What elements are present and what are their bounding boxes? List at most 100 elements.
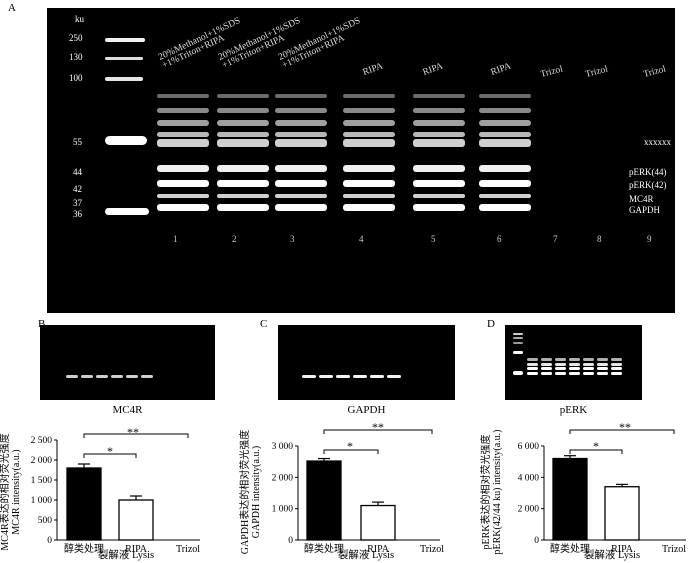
band-label-perk44: pERK(44) xyxy=(629,167,667,177)
blot-band xyxy=(583,372,594,375)
y-tick-label: 2 000 xyxy=(518,505,540,515)
x-tick-label: 醇类处理 xyxy=(550,542,590,555)
ladder-band xyxy=(513,342,523,344)
panel-d-sig2: ** xyxy=(619,420,631,434)
blot-band xyxy=(387,375,401,378)
blot-band xyxy=(541,367,552,370)
ladder-44: 44 xyxy=(73,167,82,177)
gel-band xyxy=(479,139,531,147)
blot-band xyxy=(569,358,580,361)
x-tick-label: RIPA xyxy=(125,544,148,555)
gel-band xyxy=(413,180,465,187)
panel-b-ylabel-en: MC4R intensity(a.u.) xyxy=(11,449,22,534)
gel-band xyxy=(157,132,209,137)
gel-band xyxy=(343,132,395,137)
blot-band xyxy=(141,375,153,378)
gel-band xyxy=(479,108,531,113)
gel-band xyxy=(157,139,209,147)
panel-c-letter: C xyxy=(260,318,268,330)
blot-band xyxy=(111,375,123,378)
gel-band xyxy=(413,204,465,211)
gel-band xyxy=(217,180,269,187)
gel-band xyxy=(479,132,531,137)
panel-a-letter: A xyxy=(8,2,16,14)
blot-band xyxy=(597,367,608,370)
panel-d-ylabel-cn: pERK表达的相对荧光强度 xyxy=(479,435,492,550)
blot-band xyxy=(611,363,622,366)
gel-band xyxy=(157,94,209,98)
gel-band xyxy=(479,204,531,211)
panel-b-ylabel-cn: MC4R表达的相对荧光强度 xyxy=(0,433,11,550)
blot-band xyxy=(597,363,608,366)
gel-band xyxy=(217,204,269,211)
panel-d-blot-caption: pERK xyxy=(559,404,588,416)
blot-band xyxy=(527,363,538,366)
y-tick-label: 1 500 xyxy=(31,476,53,486)
blot-band xyxy=(336,375,350,378)
bar xyxy=(306,460,342,541)
gel-band xyxy=(343,180,395,187)
bar xyxy=(360,504,396,541)
blot-band xyxy=(126,375,138,378)
gel-band xyxy=(217,94,269,98)
blot-band xyxy=(611,358,622,361)
gel-band xyxy=(343,94,395,98)
panel-c-ylabel-en: GAPDH intensity(a.u.) xyxy=(251,446,262,539)
blot-band xyxy=(555,367,566,370)
gel-band xyxy=(275,94,327,98)
panel-d-letter: D xyxy=(487,318,495,330)
band-label-xxxxxx: xxxxxx xyxy=(644,137,671,147)
gel-band xyxy=(343,108,395,113)
blot-band xyxy=(66,375,78,378)
gel-band xyxy=(275,120,327,126)
y-tick-label: 2 000 xyxy=(31,456,53,466)
x-tick-label: RIPA xyxy=(611,544,634,555)
ladder-band xyxy=(513,333,523,335)
x-tick-label: Trizol xyxy=(176,544,200,555)
lane-7-condition: Trizol xyxy=(539,64,565,80)
ladder-band xyxy=(105,208,149,215)
x-tick-label: RIPA xyxy=(367,544,390,555)
panel-d-sig1: * xyxy=(593,439,599,453)
blot-band xyxy=(370,375,384,378)
lane-number: 6 xyxy=(497,234,502,244)
gel-band xyxy=(343,204,395,211)
gel-band xyxy=(343,165,395,172)
panel-c-gel xyxy=(278,325,455,400)
blot-band xyxy=(555,358,566,361)
gel-band xyxy=(413,108,465,113)
y-tick-label: 0 xyxy=(47,536,52,546)
panel-b-sig1: * xyxy=(107,444,113,458)
gel-band xyxy=(217,194,269,198)
lane-number: 7 xyxy=(553,234,558,244)
blot-band xyxy=(81,375,93,378)
y-tick-label: 1 000 xyxy=(272,505,294,515)
blot-band xyxy=(541,358,552,361)
ladder-130: 130 xyxy=(69,52,83,62)
gel-band xyxy=(413,120,465,126)
panel-d-xlabel: 裂解液 Lysis xyxy=(584,548,640,561)
y-tick-label: 1 000 xyxy=(31,496,53,506)
blot-band xyxy=(597,358,608,361)
ladder-band xyxy=(105,77,143,81)
gel-band xyxy=(157,120,209,126)
gel-band xyxy=(157,165,209,172)
blot-band xyxy=(569,363,580,366)
significance-bracket xyxy=(569,449,623,454)
blot-band xyxy=(583,358,594,361)
blot-band xyxy=(527,358,538,361)
panel-c-sig2: ** xyxy=(372,420,384,434)
gel-band xyxy=(413,194,465,198)
gel-band xyxy=(413,165,465,172)
lane-number: 2 xyxy=(232,234,237,244)
gel-band xyxy=(479,94,531,98)
gel-band xyxy=(275,132,327,137)
lane-number: 4 xyxy=(359,234,364,244)
blot-band xyxy=(541,363,552,366)
lane-number: 9 xyxy=(647,234,652,244)
blot-band xyxy=(541,372,552,375)
gel-band xyxy=(275,108,327,113)
lane-number: 8 xyxy=(597,234,602,244)
panel-c-ylabel-cn: GAPDH表达的相对荧光强度 xyxy=(238,430,251,554)
x-tick-label: 醇类处理 xyxy=(304,542,344,555)
